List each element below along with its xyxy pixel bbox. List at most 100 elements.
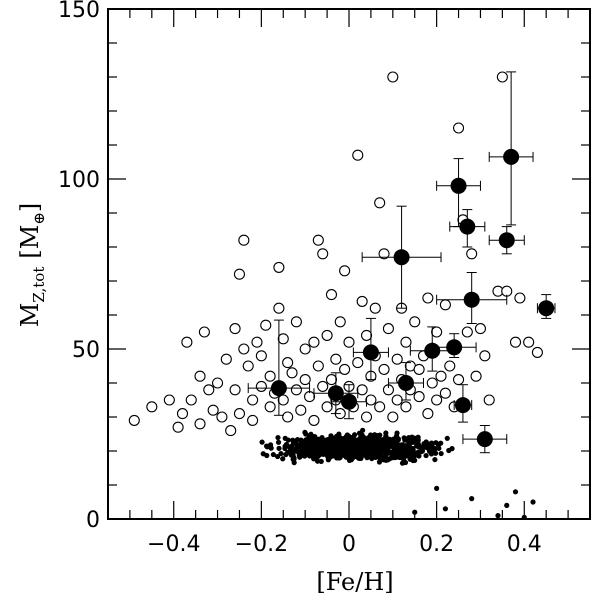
small-dot	[423, 452, 429, 459]
open-circle-point	[439, 299, 451, 311]
filled-circle-point	[454, 397, 471, 414]
open-circle-point	[225, 425, 237, 437]
open-circle-point	[247, 414, 259, 426]
filled-circle-point	[459, 218, 476, 235]
small-dot	[330, 442, 336, 448]
filled-circle-point	[538, 300, 555, 317]
y-axis-label-unit-open: [M	[16, 225, 44, 259]
plot-area	[107, 8, 591, 520]
small-dot	[282, 444, 289, 450]
small-dot	[376, 447, 382, 453]
open-circle-point	[435, 370, 447, 382]
small-dot	[316, 440, 322, 447]
filled-circle-point	[341, 393, 357, 410]
open-circle-point	[317, 380, 329, 392]
small-dot	[315, 453, 321, 460]
small-dot	[274, 453, 281, 460]
open-circle-point	[299, 374, 311, 386]
open-circle-point	[409, 316, 421, 328]
small-dot	[296, 452, 303, 458]
filled-circle-point	[463, 291, 480, 308]
small-dot	[319, 450, 326, 456]
small-dot	[504, 502, 510, 508]
open-circle-point	[387, 71, 399, 83]
small-dot	[372, 445, 378, 451]
open-circle-point	[466, 248, 478, 260]
small-dot	[340, 439, 346, 445]
small-dot	[337, 454, 343, 461]
open-circle-point	[198, 326, 210, 338]
filled-circle-point	[424, 342, 441, 359]
open-circle-point	[277, 394, 289, 406]
open-circle-point	[229, 384, 241, 396]
open-circle-point	[277, 333, 289, 345]
y-tick-label: 150	[58, 0, 100, 23]
small-dot	[270, 451, 276, 458]
filled-circles-series	[247, 71, 556, 454]
small-dot	[384, 438, 391, 444]
open-circle-point	[216, 411, 228, 423]
x-axis-label: [Fe/H]	[316, 568, 393, 596]
y-tick-label: 50	[72, 338, 100, 363]
small-dot	[291, 460, 297, 466]
open-circle-point	[352, 149, 364, 161]
open-circle-point	[382, 323, 394, 335]
open-circle-point	[422, 408, 434, 420]
x-tick-label: −0.2	[235, 532, 288, 557]
filled-circle-point	[476, 431, 493, 448]
open-circle-point	[496, 71, 508, 83]
small-dot	[415, 437, 421, 443]
open-circle-point	[374, 197, 386, 209]
filled-circle-point	[362, 344, 379, 361]
small-dot	[280, 456, 286, 462]
small-dot	[381, 446, 387, 452]
open-circle-point	[330, 353, 342, 365]
open-circle-point	[431, 326, 443, 338]
small-dot	[355, 443, 361, 449]
small-dot	[323, 447, 329, 453]
small-dot	[267, 442, 274, 448]
small-dot	[512, 489, 519, 495]
small-dot	[369, 441, 376, 447]
error-bar-group	[488, 71, 534, 226]
open-circle-point	[247, 394, 259, 406]
open-circle-point	[312, 234, 324, 246]
small-dot	[521, 514, 527, 520]
x-tick-label: 0.2	[419, 532, 454, 557]
open-circle-point	[181, 336, 193, 348]
small-dot	[331, 438, 337, 444]
open-circle-point	[374, 401, 386, 413]
open-circle-point	[255, 380, 267, 392]
open-circle-point	[365, 394, 377, 406]
open-circle-point	[128, 414, 140, 426]
small-dot	[302, 429, 308, 435]
open-circle-point	[479, 350, 491, 362]
small-dot	[302, 453, 308, 459]
small-dot	[381, 442, 387, 448]
open-circle-point	[321, 401, 333, 413]
small-dot	[296, 447, 302, 453]
open-circle-point	[203, 384, 215, 396]
open-circle-point	[413, 363, 425, 375]
small-dot	[412, 509, 418, 515]
open-circle-point	[295, 404, 307, 416]
x-tick-labels: −0.4 −0.2 0 0.2 0.4	[147, 532, 542, 557]
small-dot	[309, 446, 315, 452]
open-circle-point	[260, 319, 272, 331]
open-circle-point	[452, 122, 465, 134]
small-dot	[364, 455, 370, 461]
small-dot	[384, 449, 390, 456]
small-dot	[289, 443, 295, 449]
small-dot	[307, 453, 313, 459]
x-tick-label: 0.4	[507, 532, 542, 557]
small-dot	[366, 444, 372, 451]
open-circle-point	[176, 408, 189, 420]
open-circle-point	[273, 261, 285, 273]
small-dot	[330, 452, 336, 458]
open-circle-point	[461, 326, 473, 338]
open-circle-point	[470, 370, 482, 382]
small-dot	[387, 456, 393, 462]
x-tick-label: 0	[342, 532, 356, 557]
y-tick-labels: 0 50 100 150	[58, 0, 100, 533]
small-dot	[354, 454, 360, 460]
